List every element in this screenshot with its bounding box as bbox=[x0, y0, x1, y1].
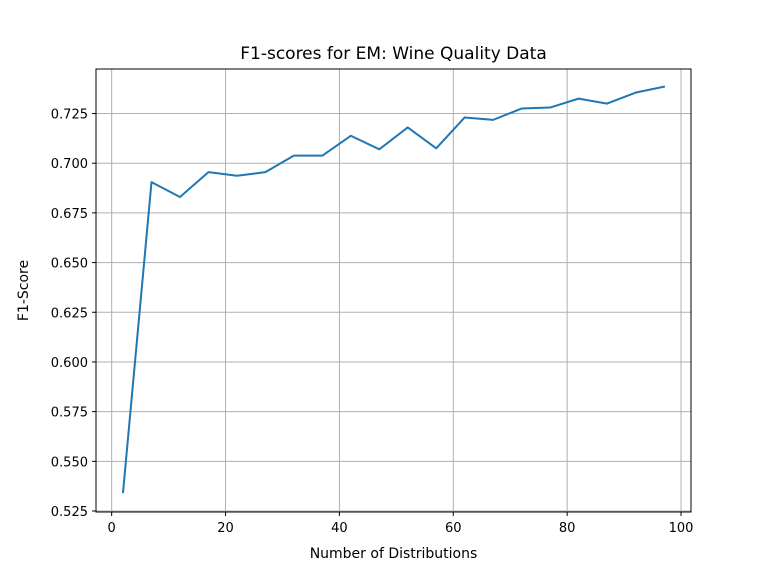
y-axis-label: F1-Score bbox=[16, 260, 32, 321]
x-axis-label: Number of Distributions bbox=[310, 546, 478, 562]
grid-lines bbox=[96, 69, 691, 512]
y-tick-label: 0.525 bbox=[51, 505, 88, 520]
x-tick-label: 80 bbox=[559, 521, 576, 536]
series-layer bbox=[121, 85, 666, 494]
y-tick-label: 0.575 bbox=[51, 406, 88, 421]
y-tick-label: 0.675 bbox=[51, 207, 88, 222]
y-tick-label: 0.625 bbox=[51, 306, 88, 321]
x-tick-label: 20 bbox=[217, 521, 234, 536]
series-line bbox=[121, 85, 666, 494]
y-tick-label: 0.600 bbox=[51, 356, 88, 371]
y-tick-label: 0.650 bbox=[51, 257, 88, 272]
y-tick-label: 0.700 bbox=[51, 157, 88, 172]
x-tick-label: 100 bbox=[669, 521, 694, 536]
y-tick-label: 0.550 bbox=[51, 455, 88, 470]
y-tick-label: 0.725 bbox=[51, 108, 88, 123]
plot-frame bbox=[95, 68, 692, 513]
chart-title: F1-scores for EM: Wine Quality Data bbox=[240, 44, 547, 64]
x-tick-label: 60 bbox=[445, 521, 462, 536]
axis-ticks: 0 20 40 60 80 100 0.525 0.550 0.575 0.600 0.625 0.6… bbox=[51, 108, 694, 536]
x-tick-label: 0 bbox=[108, 521, 116, 536]
x-tick-label: 40 bbox=[331, 521, 348, 536]
